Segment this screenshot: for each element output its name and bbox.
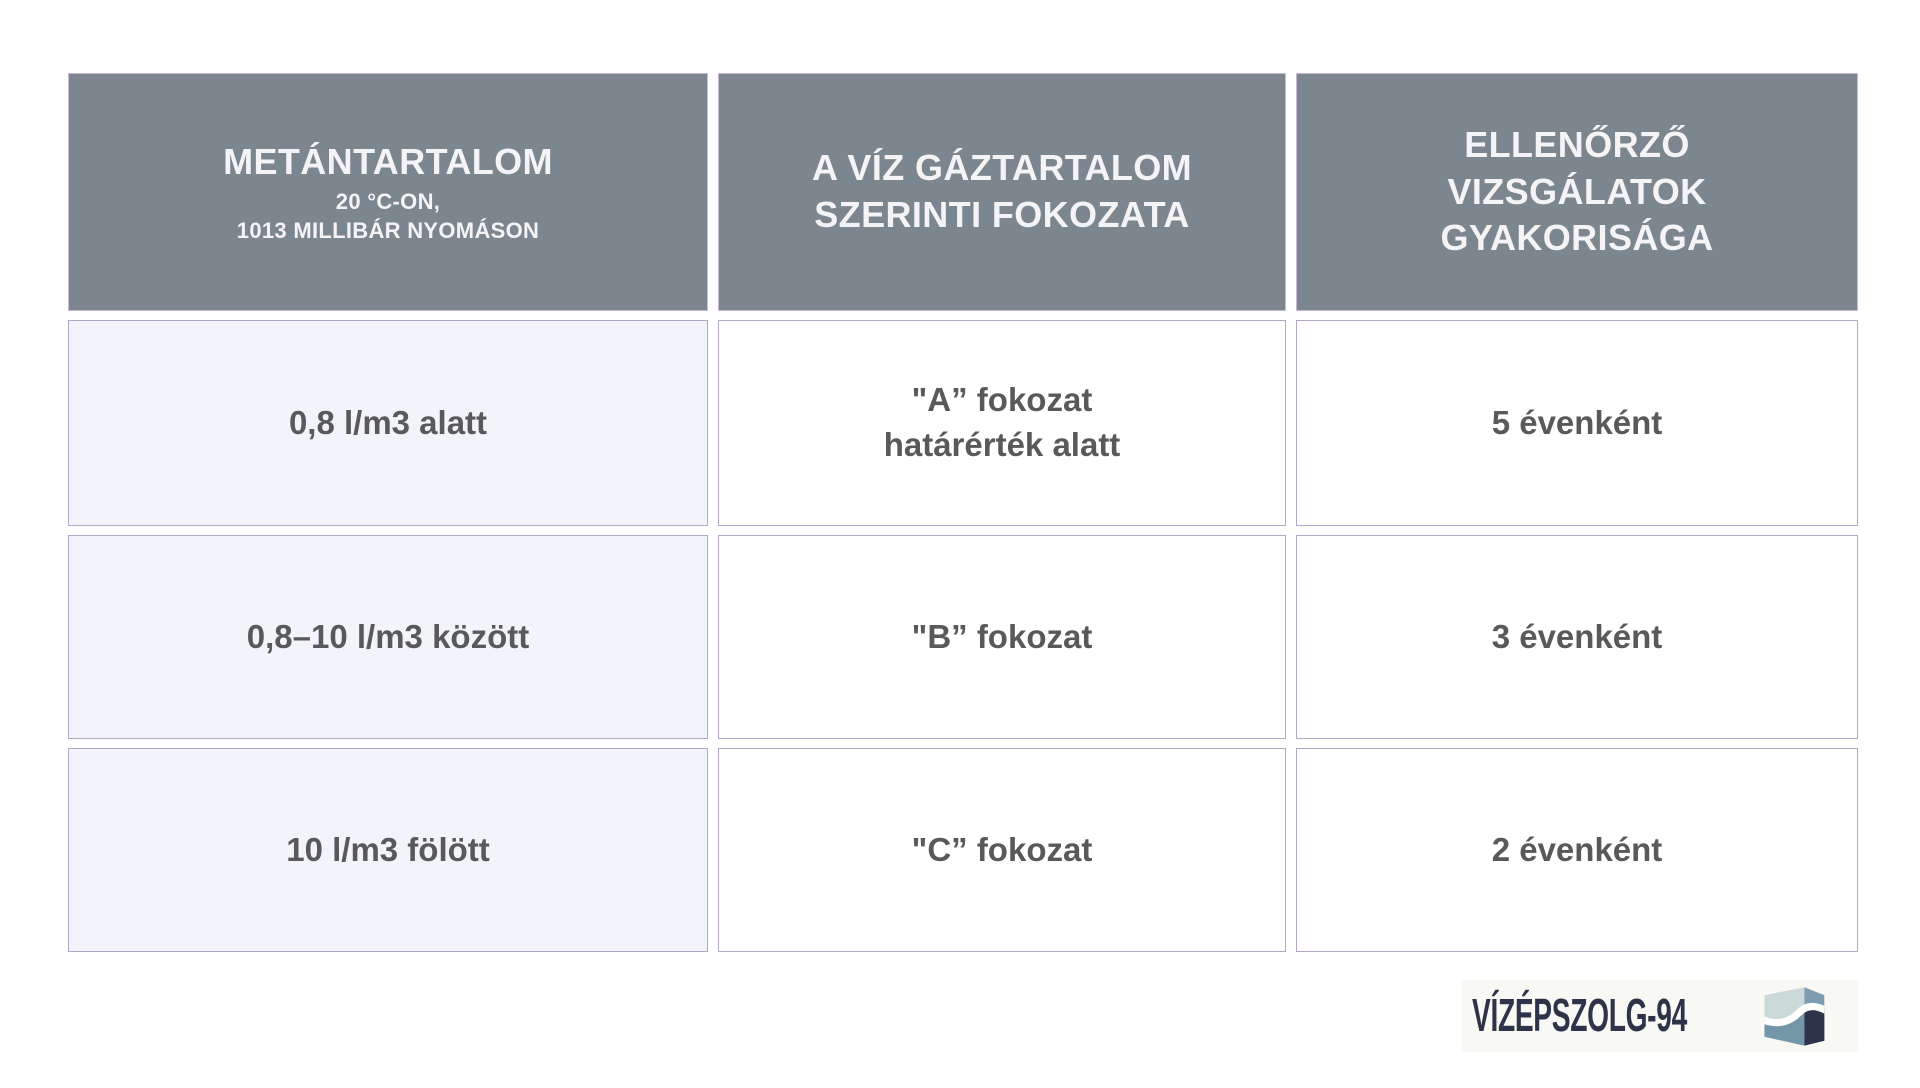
table-cell-row2-methane: 0,8–10 l/m3 között	[68, 535, 708, 739]
header-title-gas-grade: A VÍZ GÁZTARTALOM SZERINTI FOKOZATA	[811, 147, 1193, 235]
table-cell-row3-methane: 10 l/m3 fölött	[68, 748, 708, 952]
table-cell-row2-frequency: 3 évenként	[1296, 535, 1858, 739]
table-cell-row1-grade: "A” fokozat határérték alatt	[718, 320, 1286, 526]
table-cell-row1-frequency: 5 évenként	[1296, 320, 1858, 526]
methane-content-table: METÁNTARTALOM 20 °C-ON, 1013 MILLIBÁR NY…	[68, 73, 1858, 952]
table-cell-row1-methane: 0,8 l/m3 alatt	[68, 320, 708, 526]
table-cell-row3-grade: "C” fokozat	[718, 748, 1286, 952]
header-cell-methane-content: METÁNTARTALOM 20 °C-ON, 1013 MILLIBÁR NY…	[68, 73, 708, 311]
header-title-inspection-frequency: ELLENŐRZŐ VIZSGÁLATOK GYAKORISÁGA	[1440, 123, 1714, 259]
table-cell-row3-frequency: 2 évenként	[1296, 748, 1858, 952]
logo-wordmark: VÍZÉPSZOLG-94	[1472, 989, 1687, 1042]
header-subtitle-conditions: 20 °C-ON, 1013 MILLIBÁR NYOMÁSON	[236, 189, 540, 243]
header-title-methane-content: METÁNTARTALOM	[223, 140, 553, 182]
water-cube-logo-icon	[1764, 987, 1825, 1046]
logo-text-wrap: VÍZÉPSZOLG-94	[1472, 989, 1750, 1042]
table-cell-row2-grade: "B” fokozat	[718, 535, 1286, 739]
company-logo: VÍZÉPSZOLG-94	[1462, 980, 1858, 1052]
header-cell-inspection-frequency: ELLENŐRZŐ VIZSGÁLATOK GYAKORISÁGA	[1296, 73, 1858, 311]
header-cell-gas-grade: A VÍZ GÁZTARTALOM SZERINTI FOKOZATA	[718, 73, 1286, 311]
